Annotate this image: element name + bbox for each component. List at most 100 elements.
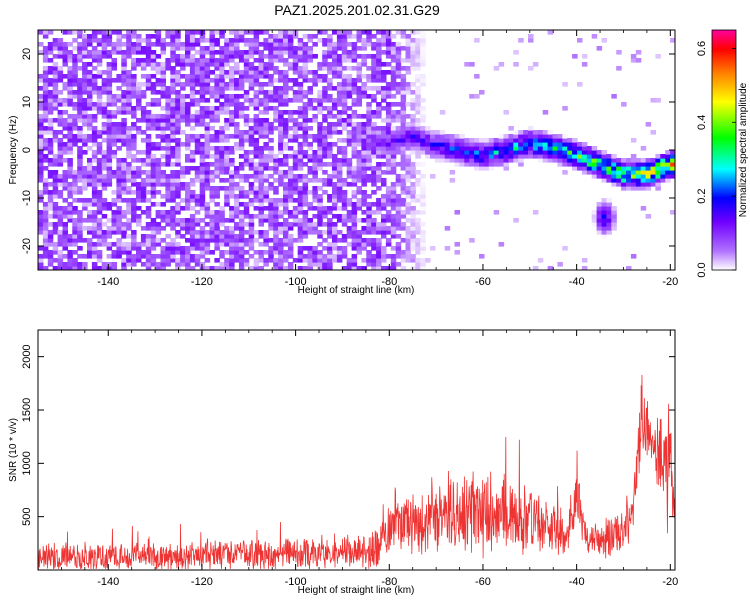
spectrogram-cell [180, 198, 186, 203]
spectrogram-cell [126, 50, 132, 55]
spectrogram-cell [317, 214, 323, 219]
spectrogram-cell [273, 110, 279, 115]
spectrogram-cell [395, 262, 402, 267]
spectrogram-cell [483, 162, 490, 167]
spectrogram-cell [189, 154, 196, 159]
spectrogram-cell [263, 70, 269, 75]
spectrogram-cell [292, 58, 299, 63]
spectrogram-cell [297, 238, 304, 243]
spectrogram-cell [52, 42, 59, 47]
spectrogram-cell [209, 94, 215, 99]
spectrogram-cell [361, 42, 367, 47]
spectrogram-cell [464, 150, 470, 155]
spectrogram-cell [101, 54, 108, 59]
spectrogram-cell [317, 202, 323, 207]
spectrogram-cell [140, 238, 147, 243]
spectrogram-cell [356, 198, 362, 203]
spectrogram-cell [248, 182, 255, 187]
spectrogram-cell [106, 158, 113, 163]
spectrogram-cell [263, 154, 269, 159]
spectrogram-cell [400, 186, 407, 191]
spectrogram-cell [87, 62, 93, 67]
spectrogram-cell [332, 202, 338, 207]
spectrogram-cell [189, 42, 196, 47]
spectrogram-cell [72, 122, 78, 127]
spectrogram-cell [611, 166, 617, 171]
spectrogram-cell [101, 198, 108, 203]
spectrogram-cell [317, 30, 323, 35]
spectrogram-cell [101, 234, 108, 239]
spectrogram-cell [224, 42, 230, 47]
spectrogram-cell [356, 154, 362, 159]
spectrogram-cell [238, 258, 245, 263]
spectrogram-cell [253, 162, 260, 167]
spectrogram-cell [145, 214, 152, 219]
spectrogram-cell [351, 174, 358, 179]
spectrogram-cell [238, 234, 245, 239]
spectrogram-cell [248, 70, 255, 75]
spectrogram-cell [430, 130, 436, 135]
spectrogram-cell [204, 122, 211, 127]
spectrogram-cell [307, 102, 313, 107]
spectrogram-cell [547, 146, 554, 151]
spectrogram-cell [258, 266, 264, 270]
spectrogram-cell [82, 86, 88, 91]
spectrogram-cell [96, 98, 103, 103]
spectrogram-cell [616, 178, 622, 183]
spectrogram-cell [150, 34, 157, 39]
spectrogram-cell [82, 178, 88, 183]
spectrogram-cell [439, 138, 446, 143]
spectrogram-cell [395, 54, 402, 59]
spectrogram-cell [52, 222, 59, 227]
spectrogram-cell [96, 258, 103, 263]
spectrogram-cell [57, 46, 64, 51]
spectrogram-cell [439, 150, 446, 155]
spectrogram-cell [273, 258, 279, 263]
spectrogram-cell [87, 214, 93, 219]
spectrogram-cell [253, 178, 260, 183]
spectrogram-cell [415, 78, 421, 83]
spectrogram-cell [96, 194, 103, 199]
spectrogram-cell [336, 238, 343, 243]
spectrogram-cell [131, 218, 137, 223]
spectrogram-cell [57, 190, 64, 195]
spectrogram-cell [199, 162, 206, 167]
spectrogram-cell [214, 230, 220, 235]
spectrogram-cell [170, 42, 176, 47]
spectrogram-cell [121, 122, 127, 127]
spectrogram-cell [268, 166, 274, 171]
spectrogram-cell [572, 154, 578, 159]
spectrogram-cell [351, 166, 358, 171]
spectrogram-cell [449, 150, 456, 155]
spectrogram-cell [336, 58, 343, 63]
spectrogram-cell [214, 138, 220, 143]
spectrogram-cell [395, 66, 402, 71]
spectrogram-cell [209, 154, 215, 159]
spectrogram-cell [332, 126, 338, 131]
spectrogram-cell [351, 114, 358, 119]
spectrogram-cell [131, 74, 137, 79]
spectrogram-cell [660, 158, 666, 163]
spectrogram-cell [410, 66, 416, 71]
spectrogram-cell [145, 210, 152, 215]
spectrogram-cell [121, 130, 127, 135]
spectrogram-cell [224, 118, 230, 123]
spectrogram-cell [410, 134, 416, 139]
spectrogram-cell [131, 178, 137, 183]
spectrogram-cell [204, 174, 211, 179]
spectrogram-cell [38, 130, 44, 135]
spectrogram-cell [214, 82, 220, 87]
spectrogram-cell [229, 66, 235, 71]
spectrogram-cell [630, 174, 637, 179]
spectrogram-cell [136, 254, 142, 259]
spectrogram-cell [160, 174, 166, 179]
spectrogram-cell [214, 90, 220, 95]
spectrogram-cell [38, 222, 44, 227]
spectrogram-cell [155, 182, 162, 187]
spectrogram-cell [175, 194, 181, 199]
spectrogram-cell [376, 130, 382, 135]
spectrogram-cell [121, 170, 127, 175]
spectrogram-cell [366, 142, 372, 147]
spectrogram-cell [87, 74, 93, 79]
spectrogram-cell [493, 66, 500, 71]
